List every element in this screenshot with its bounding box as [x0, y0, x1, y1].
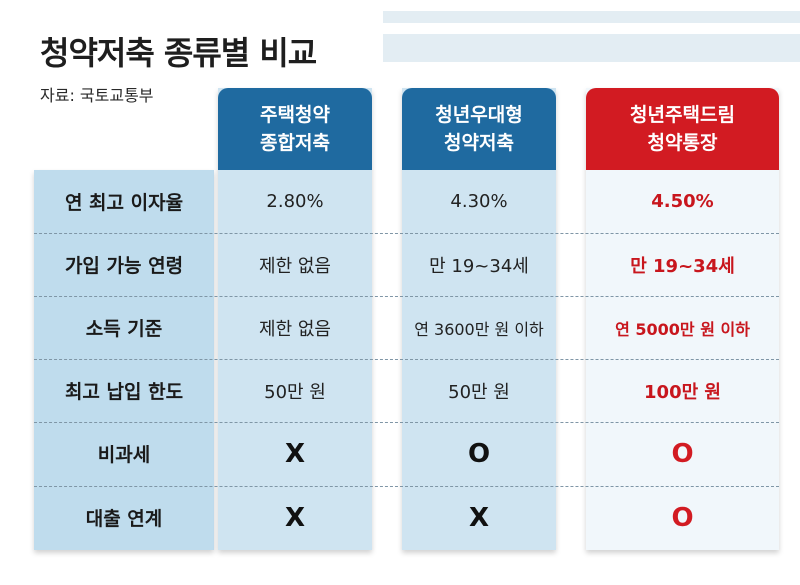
column-header-line1: 청년주택드림	[630, 104, 735, 126]
row-label: 연 최고 이자율	[64, 192, 184, 214]
decorative-bar-top	[383, 11, 800, 23]
column-header-line2: 청약통장	[647, 132, 718, 154]
row-label: 대출 연계	[85, 508, 163, 530]
table-cell: 만 19~34세	[429, 255, 529, 277]
table-cell-highlight: 연 5000만 원 이하	[615, 319, 750, 339]
row-label: 최고 납입 한도	[64, 381, 184, 403]
column-housing-subscription: 주택청약 종합저축	[218, 88, 372, 550]
row-divider	[34, 486, 779, 487]
row-divider	[34, 296, 779, 297]
table-cell: 제한 없음	[259, 255, 331, 277]
table-cell-mark: O	[467, 438, 491, 469]
column-header: 청년우대형 청약저축	[402, 88, 556, 170]
column-youth-dream: 청년주택드림 청약통장	[586, 88, 779, 550]
column-header-line2: 청약저축	[444, 132, 514, 154]
table-cell: 4.30%	[450, 191, 508, 212]
column-header: 청년주택드림 청약통장	[586, 88, 779, 170]
column-header-line1: 청년우대형	[435, 104, 523, 126]
column-header: 주택청약 종합저축	[218, 88, 372, 170]
table-cell: 제한 없음	[259, 318, 331, 340]
table-cell-mark: X	[284, 438, 306, 469]
column-youth-preferred: 청년우대형 청약저축	[402, 88, 556, 550]
column-header-line2: 종합저축	[260, 132, 330, 154]
row-label: 소득 기준	[85, 318, 163, 340]
column-header-line1: 주택청약	[260, 104, 330, 126]
table-cell-mark: X	[468, 502, 490, 533]
page-title: 청약저축 종류별 비교	[40, 34, 317, 72]
source-note: 자료: 국토교통부	[40, 86, 154, 105]
decorative-bar-bottom	[383, 34, 800, 62]
table-cell: 연 3600만 원 이하	[414, 319, 544, 339]
table-cell-mark: X	[284, 502, 306, 533]
row-divider	[34, 422, 779, 423]
row-divider	[34, 359, 779, 360]
table-cell-mark-highlight: O	[671, 502, 694, 533]
row-label: 가입 가능 연령	[64, 255, 184, 277]
row-divider	[34, 233, 779, 234]
table-cell-highlight: 4.50%	[651, 191, 714, 212]
table-cell-mark-highlight: O	[671, 438, 694, 469]
table-cell: 2.80%	[266, 191, 324, 212]
table-cell-highlight: 만 19~34세	[630, 255, 735, 277]
table-cell: 50만 원	[448, 381, 510, 403]
table-cell: 50만 원	[264, 381, 326, 403]
table-cell-highlight: 100만 원	[644, 381, 721, 403]
row-label: 비과세	[97, 444, 151, 466]
